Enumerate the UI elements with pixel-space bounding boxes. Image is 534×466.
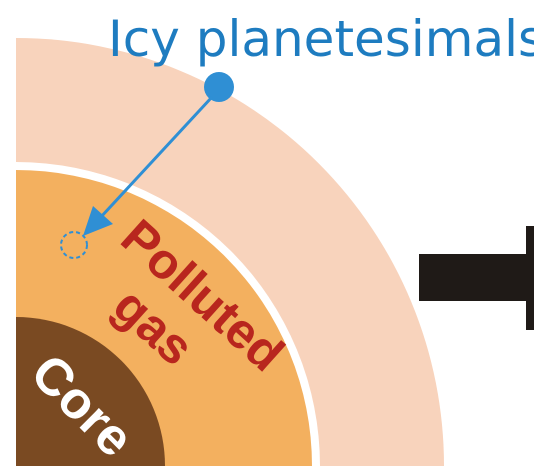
planetesimal-trajectory-line [98,95,214,220]
big-arrow-shaft [419,254,534,301]
planetesimal-arrowhead [83,206,113,236]
planetesimal-dot [204,72,234,102]
core-layer [16,317,165,466]
dissolved-planetesimal-circle [60,231,88,259]
big-right-arrow [419,226,534,330]
icy-planetesimals-label: Icy planetesimals [108,10,534,68]
big-arrow-head [526,226,534,330]
